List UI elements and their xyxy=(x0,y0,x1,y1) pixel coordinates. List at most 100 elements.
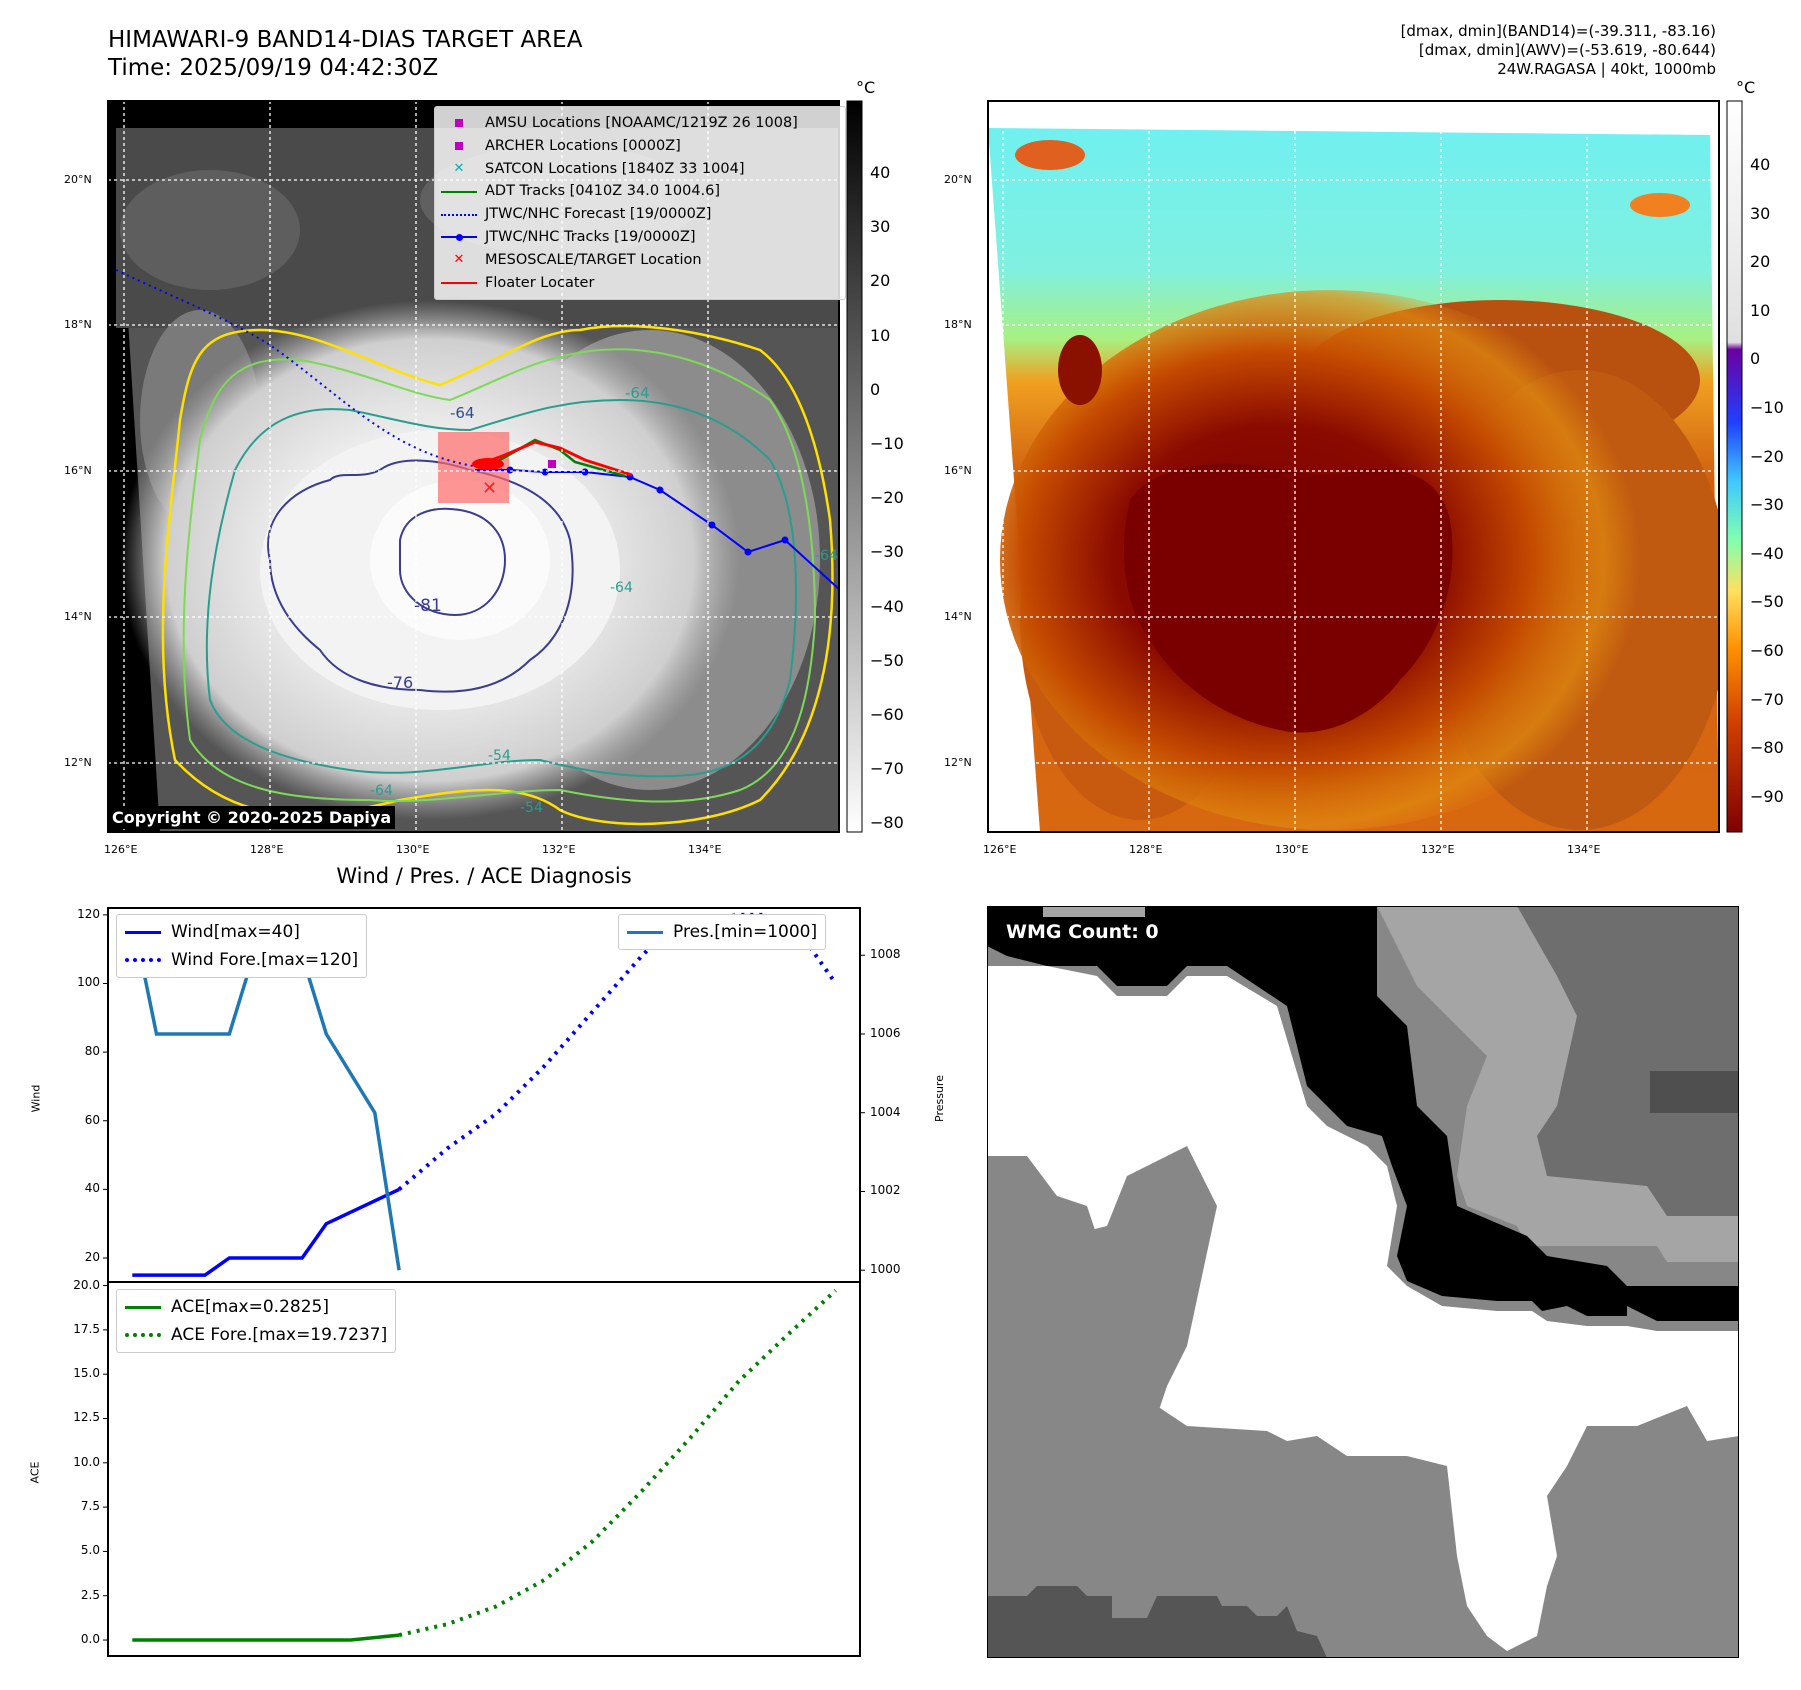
wmg-panel xyxy=(987,906,1739,1658)
floater-locator-blob xyxy=(472,458,504,470)
wind-tick-label: 40 xyxy=(84,1181,100,1196)
diagnosis-title: Wind / Pres. / ACE Diagnosis xyxy=(336,864,632,888)
contour-lightgreen xyxy=(182,348,817,803)
colorbar-tick: −30 xyxy=(870,542,904,562)
contour-yellow xyxy=(161,324,834,826)
right-colorbar-unit: °C xyxy=(1736,78,1756,97)
info-line-3: 24W.RAGASA | 40kt, 1000mb xyxy=(1497,60,1716,78)
colorbar-tick: 0 xyxy=(1750,349,1761,369)
left-map-legend: AMSU Locations [NOAAMC/1219Z 26 1008] AR… xyxy=(434,106,846,301)
contour-label: -54 xyxy=(520,800,543,816)
ace-tick-label: 17.5 xyxy=(73,1321,100,1336)
wmg-region-dark xyxy=(1650,1071,1739,1113)
title-line-1: HIMAWARI-9 BAND14-DIAS TARGET AREA xyxy=(108,27,583,53)
ace-tick-label: 10.0 xyxy=(73,1454,100,1469)
lon-tick-label: 134°E xyxy=(688,843,722,856)
wind-axis-label: Wind xyxy=(29,1084,43,1113)
legend-label: ACE[max=0.2825] xyxy=(171,1297,329,1317)
legend-label: ARCHER Locations [0000Z] xyxy=(485,137,681,154)
wind-tick-label: 60 xyxy=(84,1112,100,1127)
ace-tick-label: 0.0 xyxy=(80,1632,100,1647)
lon-tick-label: 130°E xyxy=(396,843,430,856)
jtwc-forecast-track xyxy=(115,269,511,471)
title-line-2: Time: 2025/09/19 04:42:30Z xyxy=(108,55,439,81)
figure-info: [dmax, dmin](BAND14)=(-39.311, -83.16) [… xyxy=(1401,22,1716,79)
legend-item-wind-forecast: Wind Fore.[max=120] xyxy=(125,946,358,974)
right-map-panel xyxy=(987,100,1743,833)
lon-tick-label: 126°E xyxy=(983,843,1017,856)
lat-tick-label: 14°N xyxy=(64,610,92,623)
target-location-marker: ✕ xyxy=(482,478,497,499)
legend-item-pressure: Pres.[min=1000] xyxy=(627,918,817,946)
wind-legend: Wind[max=40] Wind Fore.[max=120] xyxy=(116,914,368,978)
contour-teal xyxy=(205,398,797,778)
legend-line-marker xyxy=(441,281,477,284)
legend-line-marker xyxy=(627,930,663,934)
legend-item-adt: ADT Tracks [0410Z 34.0 1004.6] xyxy=(441,180,839,203)
legend-item-floater: Floater Locater xyxy=(441,272,839,295)
right-colorbar xyxy=(1726,100,1743,833)
contour-label: -64 xyxy=(625,384,650,402)
wind-tick-label: 80 xyxy=(84,1044,100,1059)
colorbar-tick: 30 xyxy=(870,217,891,237)
contour-navy-inner xyxy=(399,507,507,617)
legend-label: Wind Fore.[max=120] xyxy=(171,950,359,970)
legend-dotted-marker xyxy=(441,213,477,216)
colorbar-tick: 30 xyxy=(1750,203,1771,223)
lat-tick-label: 16°N xyxy=(64,464,92,477)
lat-tick-label: 14°N xyxy=(944,610,972,623)
pressure-tick-label: 1000 xyxy=(870,1262,901,1277)
wind-tick-label: 20 xyxy=(84,1249,100,1264)
colorbar-tick: 0 xyxy=(870,379,881,399)
lon-tick-label: 126°E xyxy=(104,843,138,856)
legend-label: Pres.[min=1000] xyxy=(673,922,818,942)
legend-item-ace: ACE[max=0.2825] xyxy=(125,1293,387,1321)
lat-tick-label: 20°N xyxy=(64,173,92,186)
wmg-region-darkgray xyxy=(1517,906,1739,1216)
legend-label: MESOSCALE/TARGET Location xyxy=(485,251,702,268)
ace-tick-label: 12.5 xyxy=(73,1410,100,1425)
colorbar-tick: −80 xyxy=(870,813,904,833)
legend-item-ace-forecast: ACE Fore.[max=19.7237] xyxy=(125,1321,387,1349)
pressure-tick-label: 1004 xyxy=(870,1104,901,1119)
lat-tick-label: 18°N xyxy=(64,318,92,331)
pressure-legend: Pres.[min=1000] xyxy=(618,914,827,950)
legend-dotted-marker xyxy=(125,1333,161,1337)
colorbar-tick: −90 xyxy=(1750,786,1784,806)
legend-line-marker xyxy=(125,930,161,934)
colorbar-tick: −50 xyxy=(1750,592,1784,612)
colorbar-tick: −70 xyxy=(1750,689,1784,709)
legend-line-marker xyxy=(441,190,477,193)
legend-item-target: ✕ MESOSCALE/TARGET Location xyxy=(441,249,839,272)
legend-dotted-marker xyxy=(125,958,161,962)
legend-item-satcon: ✕ SATCON Locations [1840Z 33 1004] xyxy=(441,158,839,181)
colorbar-tick: −60 xyxy=(1750,640,1784,660)
lon-tick-label: 134°E xyxy=(1567,843,1601,856)
lon-tick-label: 130°E xyxy=(1275,843,1309,856)
legend-label: Wind[max=40] xyxy=(171,922,300,942)
copyright-badge: Copyright © 2020-2025 Dapiya xyxy=(108,806,396,829)
wmg-region-white xyxy=(987,966,1739,1651)
wmg-region-black xyxy=(987,906,1739,1321)
pressure-tick-label: 1002 xyxy=(870,1183,901,1198)
legend-square-marker xyxy=(441,142,477,151)
wind-series-group xyxy=(132,912,838,1277)
lon-tick-label: 132°E xyxy=(1421,843,1455,856)
legend-item-jtwc-forecast: JTWC/NHC Forecast [19/0000Z] xyxy=(441,203,839,226)
lat-tick-label: 20°N xyxy=(944,173,972,186)
legend-label: SATCON Locations [1840Z 33 1004] xyxy=(485,160,745,177)
lat-tick-label: 12°N xyxy=(944,756,972,769)
colorbar-tick: −20 xyxy=(870,488,904,508)
series-line-ace-max-0-2825 xyxy=(132,1633,400,1642)
colorbar-tick: −40 xyxy=(1750,543,1784,563)
right-map-gridlines xyxy=(988,101,1719,832)
contour-label: -76 xyxy=(387,673,414,692)
legend-label: Floater Locater xyxy=(485,274,595,291)
diagnosis-charts xyxy=(103,907,865,1657)
colorbar-tick: −30 xyxy=(1750,495,1784,515)
colorbar-tick: −80 xyxy=(1750,738,1784,758)
legend-label: JTWC/NHC Tracks [19/0000Z] xyxy=(485,228,696,245)
legend-item-jtwc-tracks: JTWC/NHC Tracks [19/0000Z] xyxy=(441,226,839,249)
lat-tick-label: 16°N xyxy=(944,464,972,477)
contour-label: -64 xyxy=(450,404,475,422)
